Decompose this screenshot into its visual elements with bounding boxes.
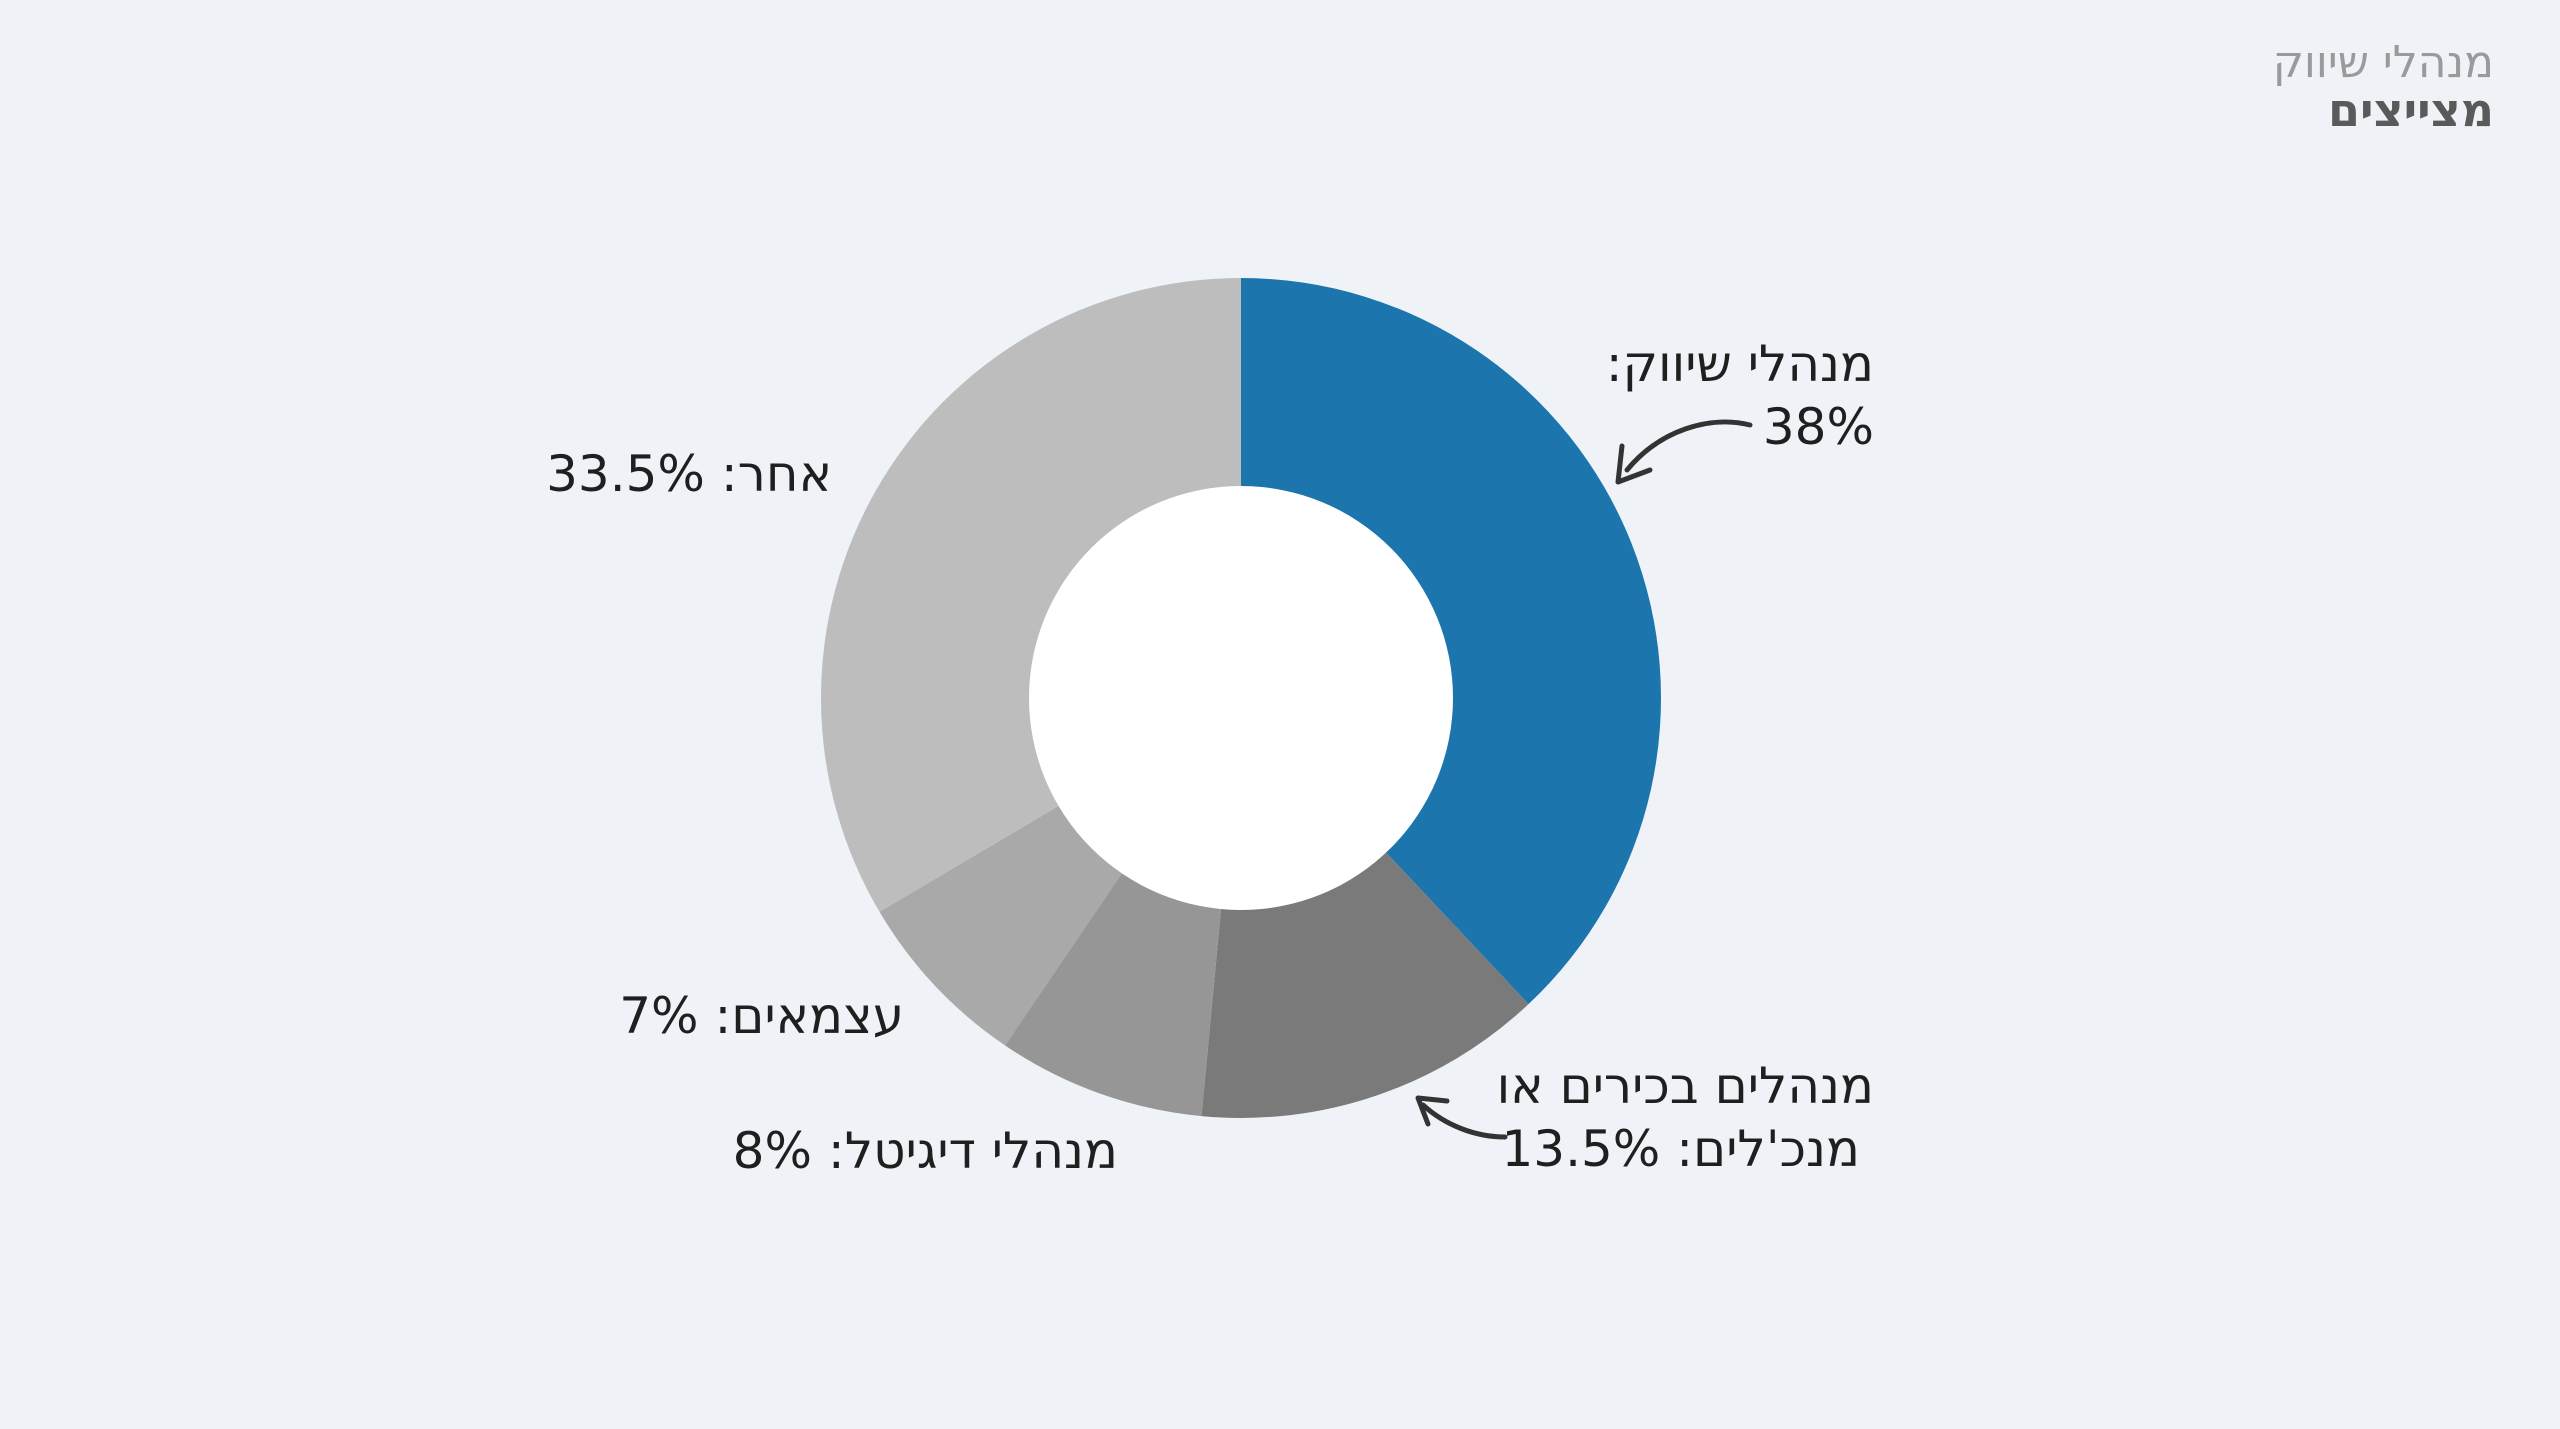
label-other-value: 33.5%: [546, 445, 705, 503]
brand-line-2: מצייצים: [2327, 83, 2494, 138]
label-senior-text2: מנכ'לים:: [1676, 1119, 1860, 1178]
label-other: אחר: 33.5%: [546, 443, 832, 506]
label-digital: מנהלי דיגיטל: 8%: [733, 1120, 1118, 1183]
label-marketing-text: מנהלי שיווק:: [1605, 335, 1874, 393]
arrow-senior: [1420, 1102, 1508, 1140]
label-other-text: אחר:: [720, 445, 832, 503]
label-senior-value: 13.5%: [1501, 1119, 1661, 1178]
label-freelance-value: 7%: [619, 987, 699, 1045]
label-marketing-value: 38%: [1762, 397, 1874, 456]
label-freelance: עצמאים: 7%: [619, 985, 904, 1048]
slice-marketing: [1241, 278, 1661, 1005]
label-freelance-text: עצמאים:: [714, 987, 904, 1045]
arrow-senior-head: [1415, 1095, 1450, 1127]
label-senior: מנהלים בכירים או מנכ'לים: 13.5%: [1497, 1055, 1874, 1180]
label-senior-text: מנהלים בכירים או: [1496, 1057, 1874, 1115]
label-digital-text: מנהלי דיגיטל:: [827, 1122, 1118, 1180]
donut-hole: [1029, 486, 1453, 910]
brand-line-1: מנהלי שיווק: [2272, 37, 2494, 88]
arrow-marketing: [1624, 419, 1753, 473]
label-senior-line2: מנכ'לים: 13.5%: [1497, 1118, 1874, 1181]
label-arrows: [1415, 419, 1753, 1140]
label-digital-value: 8%: [732, 1122, 812, 1180]
label-marketing: מנהלי שיווק: 38%: [1606, 333, 1874, 458]
arrow-marketing-head: [1615, 443, 1653, 485]
brand-logo: מנהלי שיווק מצייצים: [2272, 37, 2494, 138]
